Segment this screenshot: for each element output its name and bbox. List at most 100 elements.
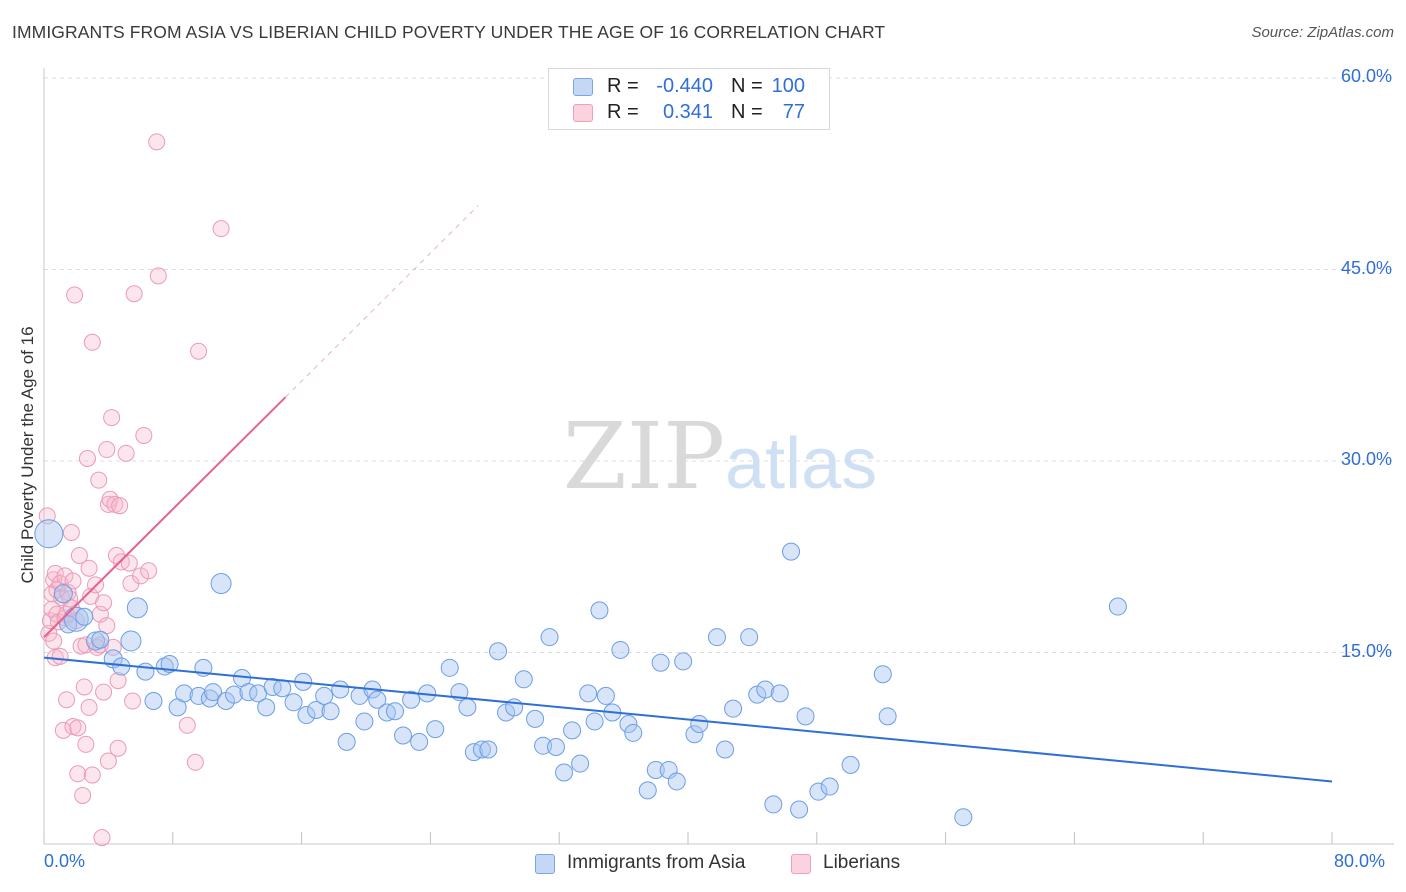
liberians-point xyxy=(190,342,208,360)
grid-lines xyxy=(44,77,1394,653)
legend-swatch-liberians xyxy=(791,854,811,874)
asia-point xyxy=(841,755,860,774)
liberians-point xyxy=(186,753,204,771)
liberians-point xyxy=(149,267,167,285)
asia-point xyxy=(355,712,374,731)
liberians-point xyxy=(148,133,166,151)
liberians-point xyxy=(103,409,121,427)
asia-point xyxy=(126,597,148,619)
asia-point xyxy=(764,795,783,814)
liberians-point xyxy=(45,632,63,650)
n-label: N = xyxy=(731,75,763,97)
asia-point xyxy=(540,628,559,647)
liberians-point xyxy=(98,441,116,459)
liberians-point xyxy=(140,562,158,580)
liberians-point xyxy=(51,647,69,665)
y-tick-label: 15.0% xyxy=(1340,640,1392,661)
liberians-point xyxy=(109,672,127,690)
trend-lines xyxy=(43,205,1333,783)
swatch-liberians xyxy=(573,104,593,122)
liberians-point xyxy=(58,691,76,709)
asia-point xyxy=(740,628,759,647)
asia-point xyxy=(175,684,194,703)
x-tick-min: 0.0% xyxy=(44,851,86,871)
asia-point xyxy=(646,760,665,779)
asia-point xyxy=(1108,597,1127,616)
asia-point xyxy=(297,706,316,725)
asia-point xyxy=(878,707,897,726)
liberians-point xyxy=(74,786,92,804)
liberians-point xyxy=(83,766,101,784)
liberians-point xyxy=(80,698,98,716)
asia-point xyxy=(651,653,670,672)
asia-point xyxy=(690,714,709,733)
liberians-point xyxy=(124,692,142,710)
liberians-point xyxy=(132,567,150,585)
liberians-point xyxy=(78,449,96,467)
asia-point xyxy=(385,702,404,721)
liberians-point xyxy=(77,735,95,753)
liberians-trend-line xyxy=(43,396,287,638)
asia-point xyxy=(224,685,243,704)
liberians-point xyxy=(95,683,113,701)
asia-point xyxy=(790,800,809,819)
liberians-point xyxy=(104,638,122,656)
asia-point xyxy=(315,686,334,705)
liberians-point xyxy=(62,523,80,541)
asia-point xyxy=(307,700,326,719)
asia-point xyxy=(514,670,533,689)
asia-point xyxy=(402,690,421,709)
swatch-asia xyxy=(573,78,593,96)
asia-point xyxy=(546,737,565,756)
asia-point xyxy=(426,720,445,739)
asia-point xyxy=(440,658,459,677)
asia-point xyxy=(585,712,604,731)
asia-point xyxy=(596,686,615,705)
asia-point xyxy=(120,630,142,652)
asia-point xyxy=(685,725,704,744)
asia-point xyxy=(410,732,429,751)
liberians-point xyxy=(80,559,98,577)
asia-point xyxy=(136,662,155,681)
asia-point xyxy=(331,680,350,699)
asia-point xyxy=(638,781,657,800)
asia-point xyxy=(954,808,973,827)
asia-point xyxy=(210,573,232,595)
axes xyxy=(43,68,1394,845)
asia-point xyxy=(526,709,545,728)
stats-row-liberians: R = 0.341 N = 77 xyxy=(549,101,829,125)
asia-points xyxy=(34,519,1127,827)
asia-point xyxy=(579,684,598,703)
asia-point xyxy=(479,740,498,759)
r-value: 0.341 xyxy=(662,101,713,123)
liberians-point xyxy=(111,497,129,515)
r-value: -0.440 xyxy=(656,75,713,97)
liberians-point xyxy=(212,220,230,238)
n-value: 100 xyxy=(771,75,805,97)
asia-point xyxy=(144,692,163,711)
asia-point xyxy=(619,714,638,733)
liberians-point xyxy=(75,678,93,696)
asia-point xyxy=(472,740,491,759)
asia-point xyxy=(155,657,174,676)
liberians-trend-extension xyxy=(285,205,479,398)
asia-point xyxy=(571,754,590,773)
legend-swatch-asia xyxy=(535,854,555,874)
stats-row-asia: R = -0.440 N = 100 xyxy=(549,75,829,99)
liberians-point xyxy=(56,567,74,585)
asia-point xyxy=(796,707,815,726)
asia-point xyxy=(284,693,303,712)
asia-point xyxy=(873,665,892,684)
asia-point xyxy=(624,723,643,742)
r-label: R = xyxy=(607,75,639,97)
liberians-point xyxy=(70,546,88,564)
asia-point xyxy=(716,740,735,759)
asia-point xyxy=(273,679,292,698)
asia-point xyxy=(91,630,110,649)
liberians-points xyxy=(38,133,230,847)
legend-label-liberians: Liberians xyxy=(823,852,901,873)
asia-point xyxy=(239,683,258,702)
y-tick-label: 60.0% xyxy=(1340,66,1392,86)
liberians-point xyxy=(125,285,143,303)
